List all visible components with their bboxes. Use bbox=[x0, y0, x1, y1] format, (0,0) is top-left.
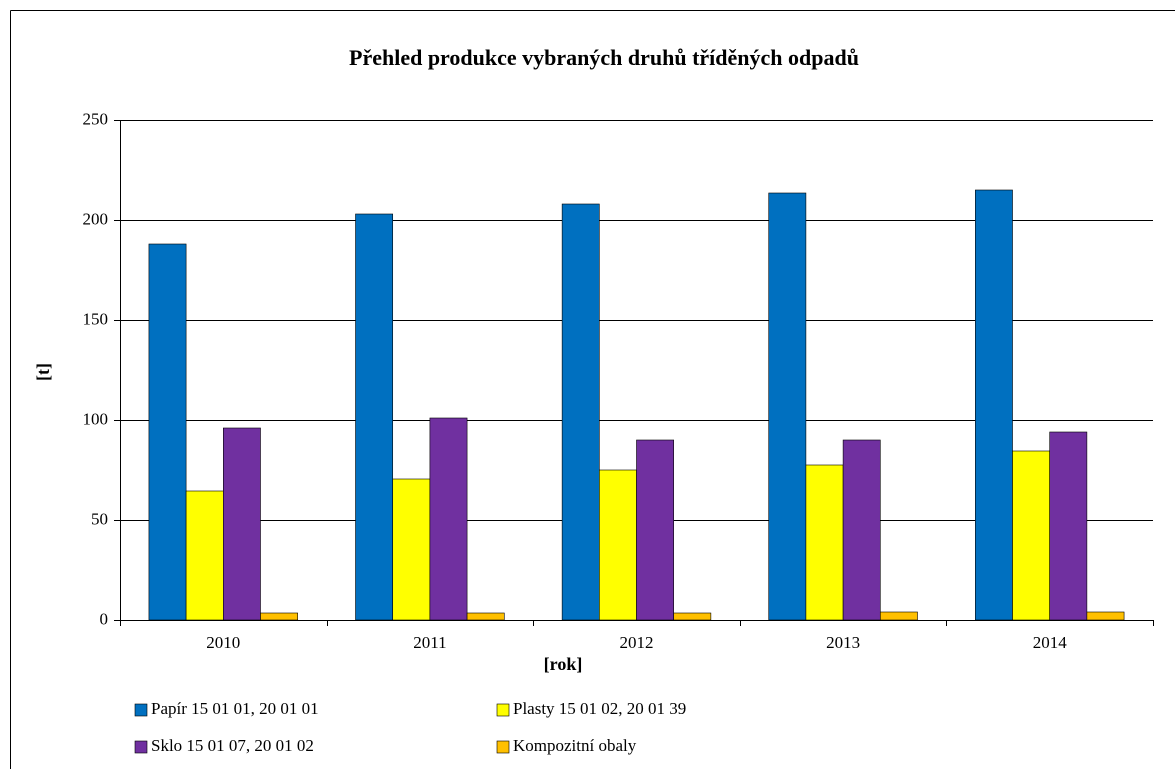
y-tick-label: 100 bbox=[83, 409, 109, 428]
legend-label: Papír 15 01 01, 20 01 01 bbox=[151, 699, 319, 718]
bar bbox=[392, 478, 431, 621]
x-tick-label: 2013 bbox=[826, 633, 860, 652]
y-axis-label: [t] bbox=[33, 363, 53, 381]
x-axis-label: [rok] bbox=[544, 654, 583, 674]
legend-label: Plasty 15 01 02, 20 01 39 bbox=[513, 699, 686, 718]
y-tick-label: 50 bbox=[91, 509, 108, 528]
bar bbox=[1049, 431, 1088, 621]
x-tick-label: 2010 bbox=[206, 633, 240, 652]
y-tick-label: 250 bbox=[83, 109, 109, 128]
x-tick-label: 2012 bbox=[620, 633, 654, 652]
y-tick-label: 150 bbox=[83, 309, 109, 328]
y-tick-label: 200 bbox=[83, 209, 109, 228]
bar bbox=[561, 203, 600, 621]
bar bbox=[466, 612, 505, 621]
x-tick-label: 2011 bbox=[413, 633, 446, 652]
bar bbox=[148, 243, 187, 621]
legend-label: Sklo 15 01 07, 20 01 02 bbox=[151, 736, 314, 755]
bar bbox=[768, 192, 807, 621]
bar bbox=[599, 469, 637, 621]
legend-swatch bbox=[134, 703, 148, 717]
legend-swatch bbox=[134, 740, 148, 754]
bar bbox=[879, 611, 918, 621]
bar bbox=[975, 189, 1013, 621]
legend-label: Kompozitní obaly bbox=[513, 736, 637, 755]
bar bbox=[185, 490, 224, 621]
bar bbox=[260, 612, 298, 621]
y-tick-label: 0 bbox=[100, 609, 109, 628]
x-tick-label: 2014 bbox=[1033, 633, 1068, 652]
bar bbox=[355, 213, 394, 621]
bar bbox=[636, 439, 674, 621]
bar bbox=[223, 427, 261, 621]
bar bbox=[673, 612, 712, 621]
legend-swatch bbox=[496, 740, 510, 754]
bar bbox=[1086, 611, 1125, 621]
legend-swatch bbox=[496, 703, 510, 717]
bar bbox=[805, 464, 844, 621]
chart-title: Přehled produkce vybraných druhů tříděný… bbox=[349, 45, 859, 70]
bar bbox=[842, 439, 881, 621]
bar bbox=[1012, 450, 1051, 621]
bar bbox=[429, 417, 468, 621]
